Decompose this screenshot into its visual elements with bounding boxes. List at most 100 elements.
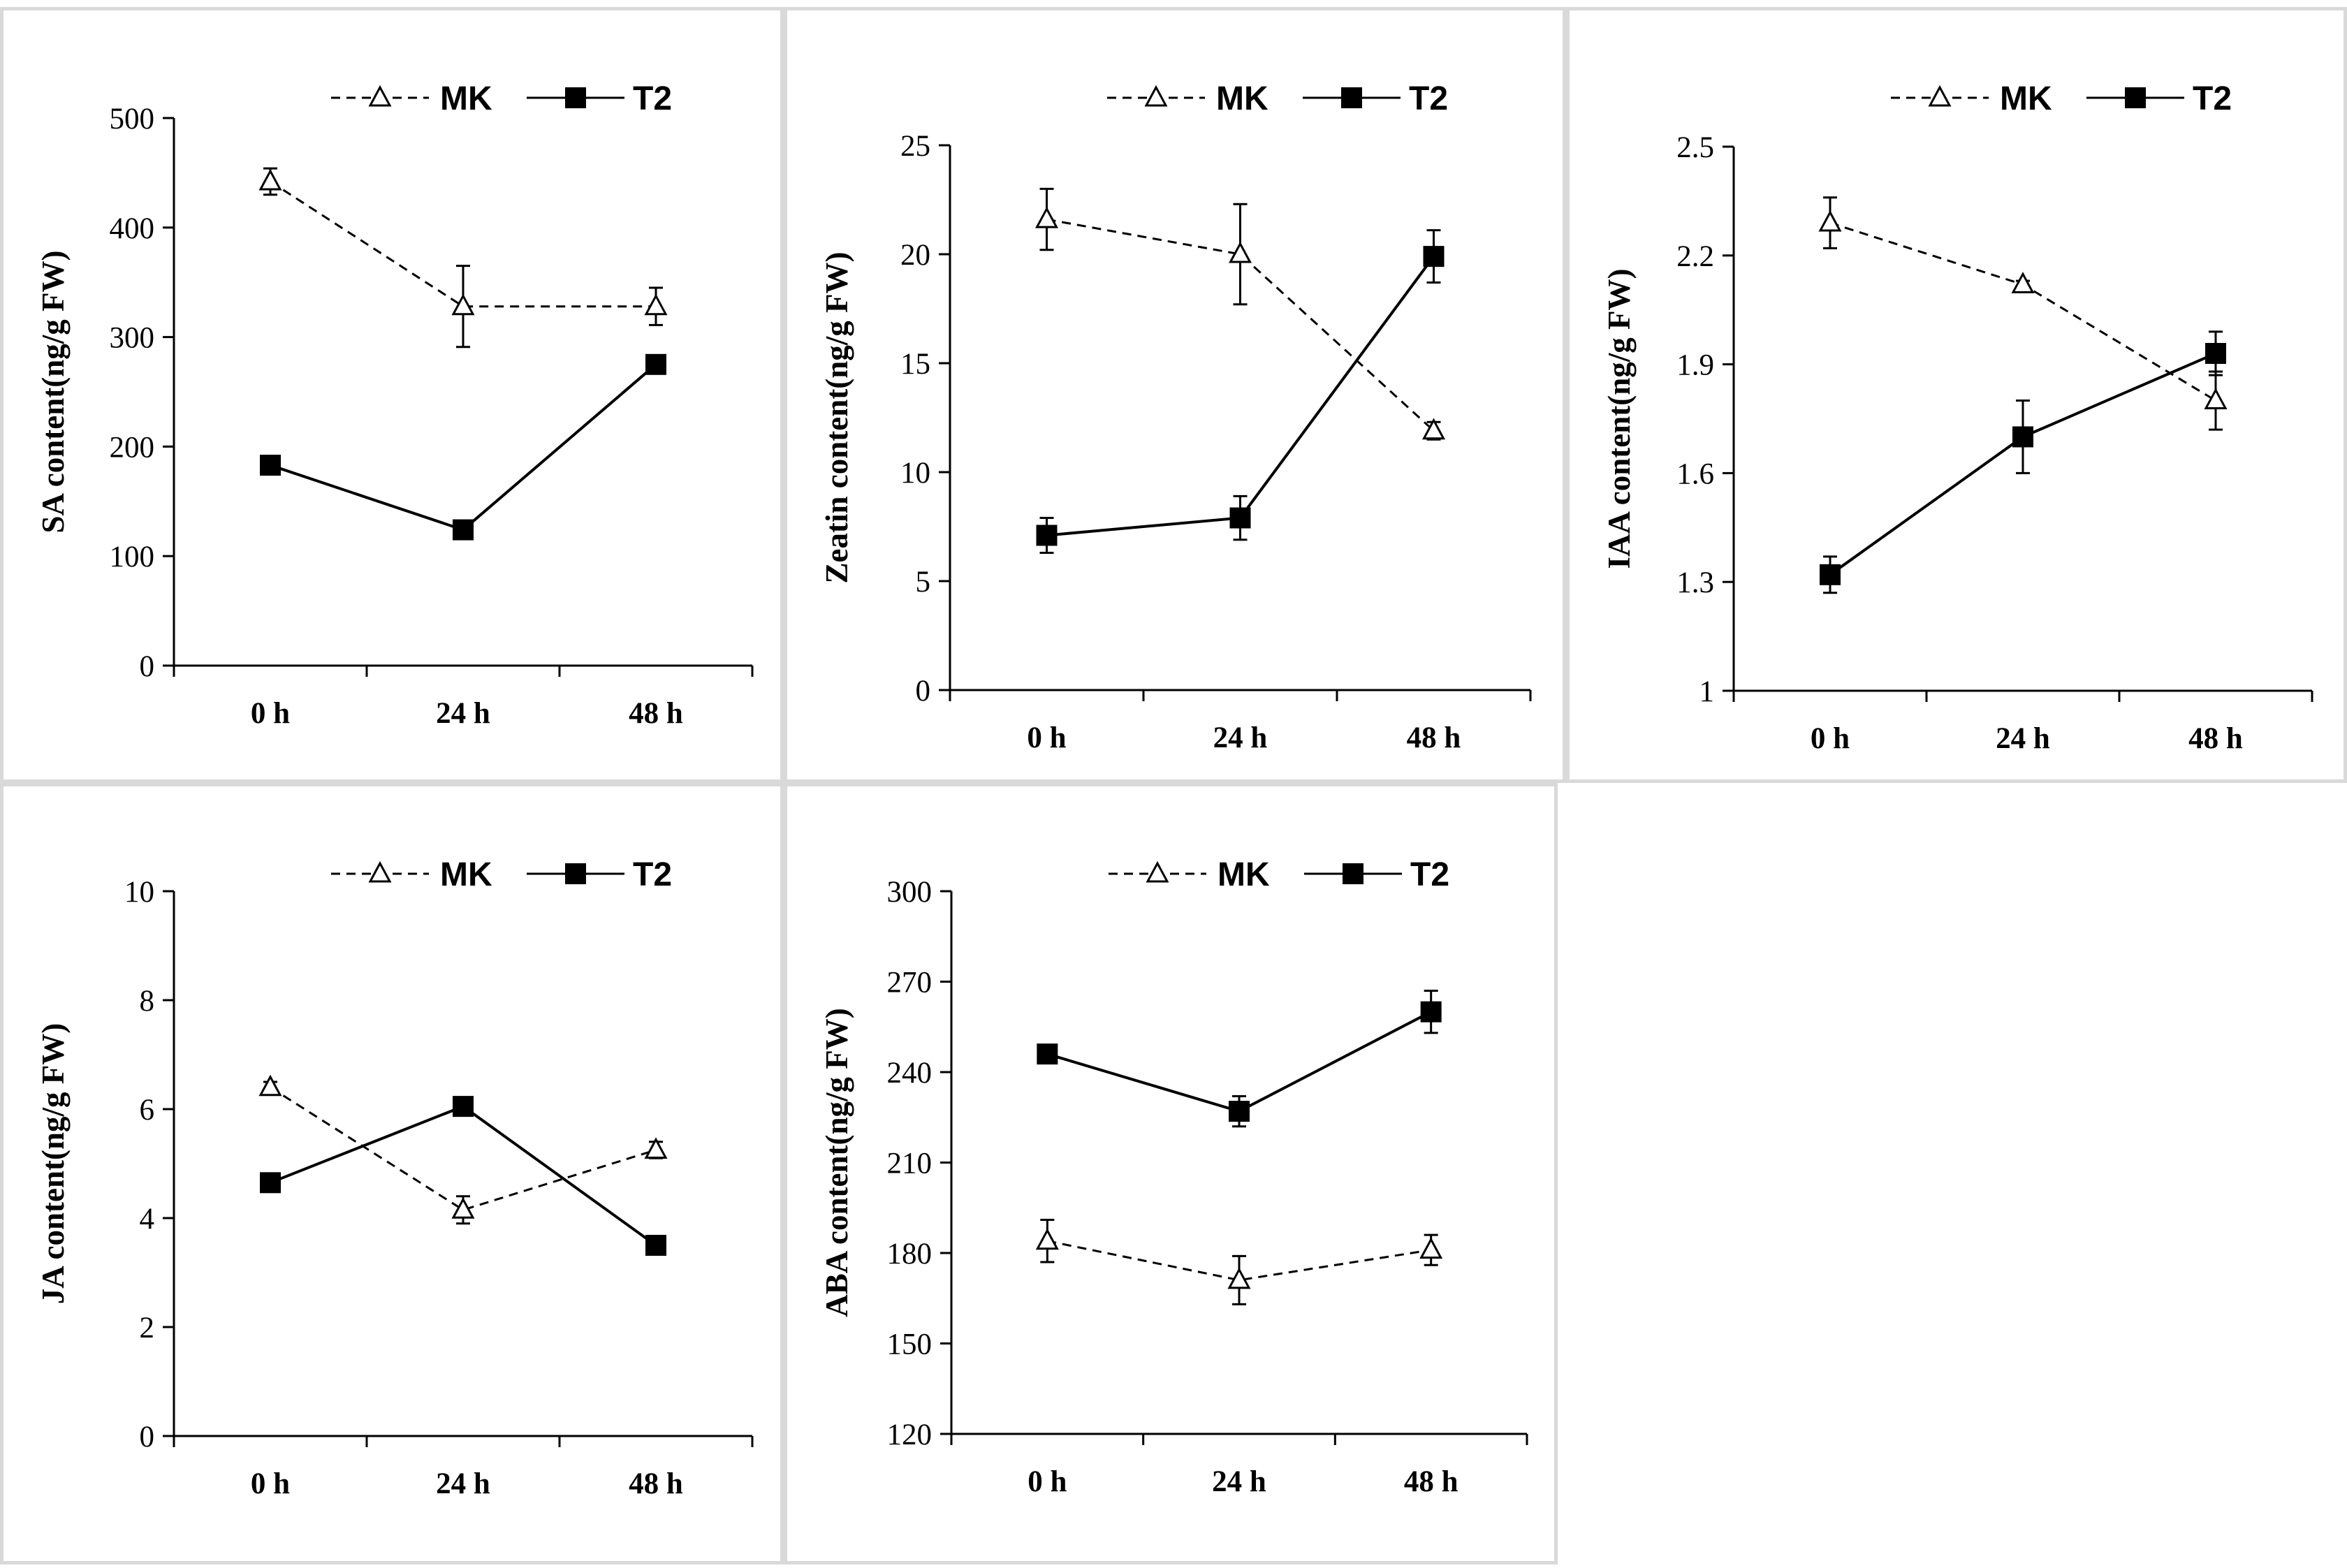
- iaa-t2-point: [1820, 564, 1841, 585]
- ja-y-tick-label: 0: [140, 1421, 155, 1453]
- aba-svg: 120 150 180 210 240 270 300 0 h 24 h 48 h ABA cont…: [819, 856, 1528, 1498]
- sa-x-tick-label: 48 h: [629, 697, 683, 730]
- ja-y-tick-label: 8: [140, 985, 155, 1018]
- ja-t2-point: [260, 1172, 281, 1194]
- aba-legend: MK T2: [1109, 856, 1449, 893]
- iaa-svg: 1 1.3 1.6 1.9 2.2 2.5 0 h 24 h 48 h IAA content(n…: [1602, 80, 2313, 755]
- zeatin-mk-point: [1034, 206, 1059, 228]
- legend-t2-square-marker: [565, 87, 586, 108]
- sa-y-tick-label: 100: [110, 541, 155, 573]
- iaa-chart-panel: 1 1.3 1.6 1.9 2.2 2.5 0 h 24 h 48 h IAA content(n…: [1566, 7, 2347, 783]
- iaa-y-tick-label: 2.2: [1676, 240, 1714, 273]
- sa-t2-series-line: [270, 363, 657, 532]
- legend-mk-triangle-marker: [368, 860, 392, 883]
- iaa-y-tick-label: 1.6: [1676, 457, 1714, 490]
- legend-t2-label: T2: [1409, 80, 1448, 117]
- zeatin-svg: 0 5 10 15 20 25 0 h 24 h 48 h Zeatin content(ng/g…: [819, 80, 1532, 754]
- legend-t2-label: T2: [633, 80, 672, 117]
- aba-y-tick-label: 300: [887, 876, 933, 909]
- sa-mk-point: [644, 293, 668, 316]
- ja-y-tick-label: 10: [124, 876, 154, 909]
- ja-y-tick-label: 6: [140, 1094, 155, 1127]
- ja-svg: 0 2 4 6 8 10 0 h 24 h 48 h JA content(ng/g FW) MK T…: [36, 856, 754, 1500]
- legend-mk-label: MK: [2000, 80, 2052, 117]
- aba-mk-point: [1035, 1228, 1059, 1250]
- sa-legend: MK T2: [331, 80, 672, 117]
- ja-x-tick-label: 24 h: [436, 1467, 490, 1500]
- ja-mk-point: [451, 1197, 475, 1219]
- aba-y-tick-label: 270: [887, 967, 933, 999]
- aba-mk-series-line: [1047, 1240, 1431, 1282]
- zeatin-y-tick-label: 10: [900, 457, 930, 490]
- zeatin-t2-point: [1229, 507, 1251, 529]
- sa-chart-panel: 0 100 200 300 400 500 0 h 24 h 48 h SA content(ng…: [0, 7, 784, 783]
- aba-mk-point: [1227, 1267, 1251, 1289]
- zeatin-mk-point: [1421, 418, 1446, 440]
- ja-y-axis-title: JA content(ng/g FW): [36, 1023, 71, 1304]
- iaa-x-tick-label: 24 h: [1996, 722, 2050, 755]
- iaa-y-tick-label: 1: [1699, 675, 1715, 708]
- sa-x-tick-label: 24 h: [436, 697, 490, 730]
- sa-y-tick-label: 500: [110, 103, 155, 135]
- iaa-mk-point: [2204, 388, 2228, 410]
- iaa-y-tick-label: 1.3: [1676, 566, 1714, 599]
- aba-y-tick-label: 150: [887, 1328, 933, 1361]
- sa-y-tick-label: 400: [110, 212, 155, 245]
- zeatin-t2-point: [1036, 525, 1058, 546]
- ja-y-tick-label: 4: [140, 1203, 155, 1236]
- ja-t2-point: [453, 1096, 474, 1118]
- aba-y-tick-label: 210: [887, 1148, 933, 1180]
- sa-t2-point: [645, 353, 666, 375]
- sa-mk-point: [258, 168, 282, 191]
- sa-y-tick-label: 0: [140, 650, 155, 683]
- legend-mk-label: MK: [440, 856, 492, 893]
- sa-y-axis-title: SA content(ng/g FW): [36, 251, 71, 534]
- legend-t2-square-marker: [2125, 87, 2146, 108]
- sa-svg: 0 100 200 300 400 500 0 h 24 h 48 h SA content(ng…: [36, 80, 754, 730]
- ja-x-tick-label: 0 h: [251, 1467, 290, 1500]
- ja-legend: MK T2: [331, 856, 672, 893]
- zeatin-y-axis-title: Zeatin content(ng/g FW): [819, 252, 854, 584]
- legend-t2-label: T2: [633, 856, 672, 893]
- ja-x-tick-label: 48 h: [629, 1467, 683, 1500]
- zeatin-x-tick-label: 48 h: [1407, 721, 1461, 754]
- aba-t2-point: [1037, 1043, 1058, 1065]
- sa-mk-series-line: [270, 180, 656, 308]
- sa-t2-point: [260, 455, 281, 476]
- iaa-t2-point: [2012, 426, 2033, 448]
- ja-t2-point: [645, 1235, 666, 1256]
- legend-mk-label: MK: [440, 80, 492, 117]
- aba-t2-point: [1420, 1001, 1442, 1023]
- iaa-t2-point: [2205, 343, 2226, 365]
- legend-t2-square-marker: [565, 863, 586, 884]
- sa-x-tick-label: 0 h: [251, 697, 290, 730]
- iaa-x-tick-label: 0 h: [1811, 722, 1850, 755]
- aba-x-tick-label: 48 h: [1404, 1465, 1458, 1498]
- zeatin-chart-panel: 0 5 10 15 20 25 0 h 24 h 48 h Zeatin content(ng/g…: [784, 7, 1566, 783]
- legend-mk-triangle-marker: [1146, 860, 1169, 883]
- iaa-mk-point: [2011, 272, 2035, 293]
- iaa-y-axis-title: IAA content(ng/g FW): [1602, 269, 1637, 569]
- legend-t2-label: T2: [1410, 856, 1449, 893]
- aba-y-tick-label: 120: [887, 1419, 933, 1451]
- legend-t2-square-marker: [1343, 863, 1363, 884]
- legend-mk-triangle-marker: [1928, 85, 1952, 107]
- sa-y-tick-label: 300: [110, 322, 155, 355]
- legend-mk-triangle-marker: [1144, 85, 1168, 107]
- legend-mk-label: MK: [1216, 80, 1268, 117]
- zeatin-y-tick-label: 5: [916, 566, 931, 599]
- iaa-x-tick-label: 48 h: [2188, 722, 2243, 755]
- iaa-mk-point: [1818, 210, 1842, 232]
- zeatin-y-tick-label: 0: [916, 675, 931, 708]
- aba-y-tick-label: 240: [887, 1057, 933, 1090]
- sa-mk-point: [451, 293, 475, 316]
- zeatin-legend: MK T2: [1107, 80, 1448, 117]
- iaa-y-tick-label: 2.5: [1676, 131, 1714, 164]
- aba-mk-point: [1419, 1237, 1443, 1259]
- zeatin-y-tick-label: 25: [900, 130, 930, 163]
- aba-t2-point: [1229, 1101, 1250, 1122]
- ja-mk-point: [644, 1137, 668, 1159]
- aba-y-tick-label: 180: [887, 1238, 933, 1270]
- iaa-y-tick-label: 1.9: [1676, 349, 1714, 382]
- iaa-legend: MK T2: [1891, 80, 2232, 117]
